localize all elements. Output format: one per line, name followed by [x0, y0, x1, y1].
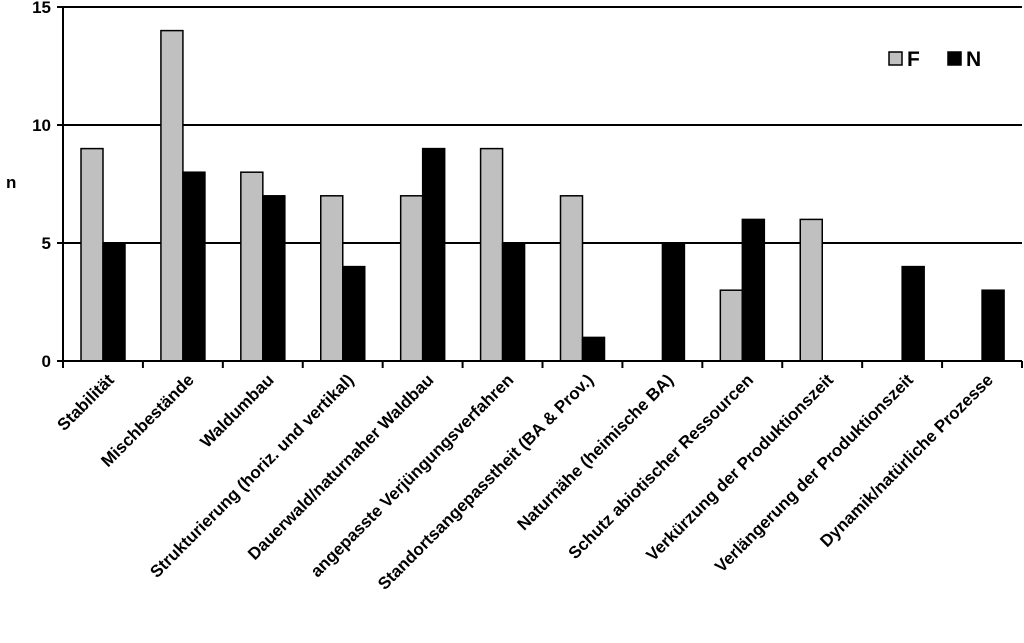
x-tick-label-7: Naturnähe (heimische BA)	[513, 370, 677, 534]
bar-F-5	[479, 147, 504, 362]
legend-label-F: F	[907, 48, 920, 71]
bar-N-7	[661, 242, 686, 362]
grid-lines	[63, 6, 1022, 244]
x-tick-label-0: Stabilität	[54, 370, 118, 434]
bar-F-4	[399, 195, 424, 362]
bar-N-3	[342, 265, 366, 362]
x-tick-labels: StabilitätMischbeständeWaldumbauStruktur…	[54, 370, 997, 593]
x-tick-label-2: Waldumbau	[197, 370, 278, 451]
bar-N-4	[421, 147, 446, 362]
bar-N-11	[981, 289, 1005, 362]
y-tick-label-15: 15	[32, 0, 51, 17]
bar-F-3	[320, 195, 344, 362]
bar-N-6	[581, 336, 606, 362]
y-tick-label-5: 5	[42, 234, 51, 253]
bar-F-8	[719, 289, 744, 362]
y-tick-labels: 0 5 10 15	[32, 0, 51, 371]
axes	[57, 6, 1023, 368]
legend-swatch-N	[947, 51, 962, 66]
bars	[80, 29, 1005, 362]
y-tick-label-0: 0	[42, 352, 51, 371]
legend-swatch-F	[888, 51, 903, 66]
bar-N-2	[262, 195, 286, 362]
bar-F-6	[559, 195, 584, 362]
bar-F-9	[799, 218, 823, 362]
x-tick-label-11: Dynamik/natürliche Prozesse	[816, 370, 996, 550]
y-axis-title: n	[6, 173, 16, 192]
bar-N-5	[501, 242, 526, 362]
bar-F-0	[80, 147, 104, 362]
legend-label-N: N	[966, 48, 981, 71]
bar-N-0	[102, 242, 126, 362]
y-tick-label-10: 10	[32, 116, 51, 135]
bar-N-8	[741, 218, 766, 362]
bar-N-10	[901, 265, 925, 362]
bar-F-1	[160, 29, 184, 362]
bar-N-1	[182, 171, 206, 362]
bar-F-2	[240, 171, 264, 362]
